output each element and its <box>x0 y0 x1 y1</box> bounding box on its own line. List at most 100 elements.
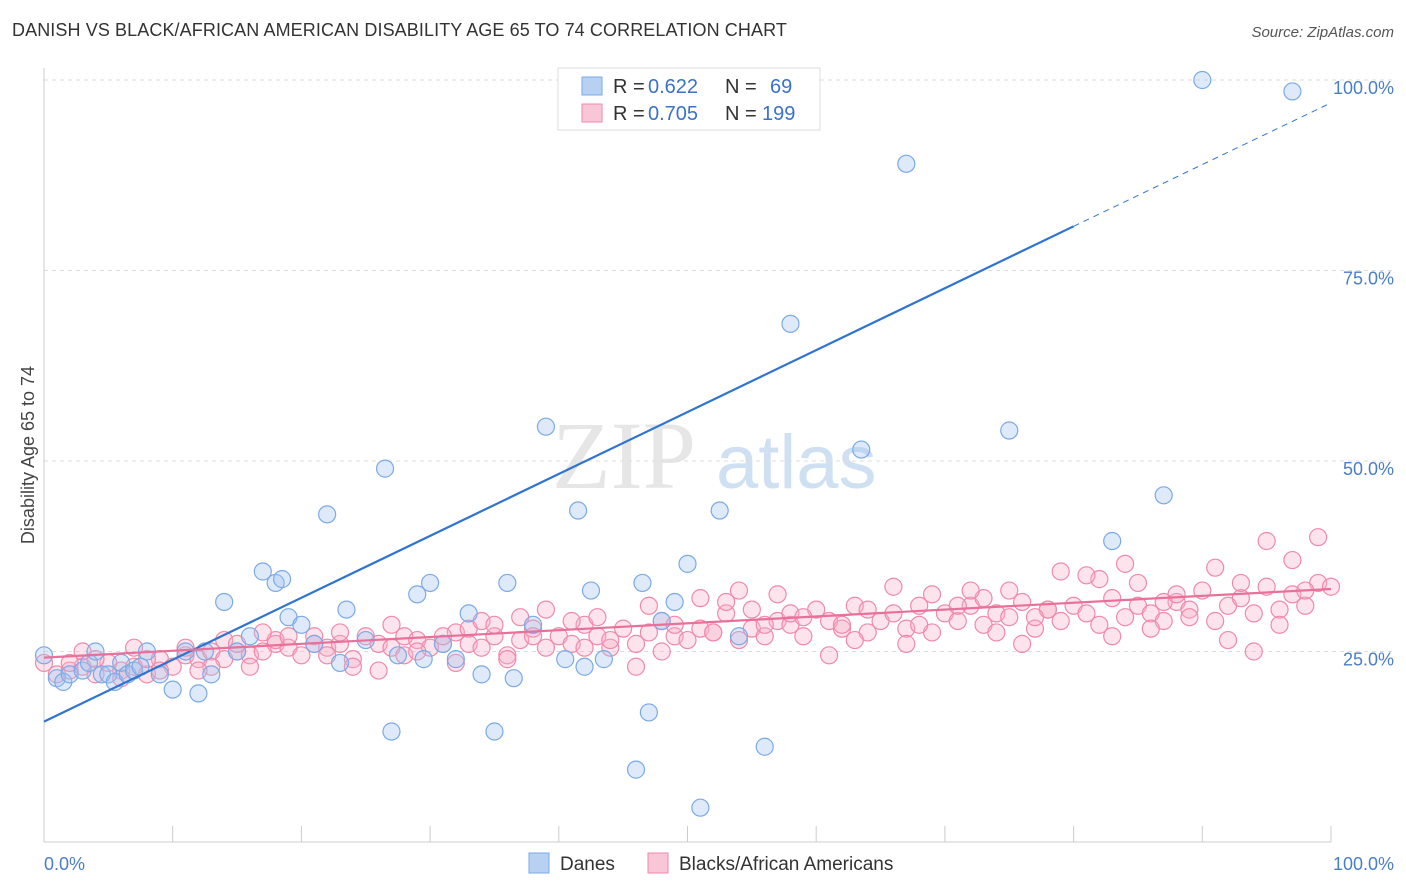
source-credit: Source: ZipAtlas.com <box>1251 24 1394 41</box>
blacks-point <box>652 642 671 661</box>
legend-n-value-blacks: 199 <box>762 103 795 125</box>
blacks-point <box>1270 600 1289 619</box>
legend-n-label-danes: N = <box>725 76 757 98</box>
danes-point <box>556 650 575 669</box>
legend-r-label-blacks: R = <box>613 103 645 125</box>
danes-point <box>73 661 92 680</box>
danes-point <box>421 573 440 593</box>
blacks-point <box>1115 554 1135 573</box>
blacks-point <box>910 615 929 634</box>
blacks-point <box>1309 528 1328 547</box>
x-tick-label-min: 0.0% <box>44 854 85 874</box>
danes-point <box>215 592 234 612</box>
blacks-point <box>729 630 749 650</box>
danes-point <box>99 665 118 684</box>
blacks-point <box>987 623 1006 642</box>
blacks-point <box>1141 619 1160 638</box>
danes-point <box>34 646 54 665</box>
danes-point <box>240 627 260 646</box>
blacks-point <box>34 653 54 673</box>
danes-point <box>227 642 247 661</box>
y-tick-label: 75.0% <box>1343 269 1394 289</box>
blacks-point <box>639 596 658 615</box>
danes-point <box>1000 421 1019 440</box>
blacks-point <box>1257 531 1276 551</box>
danes-point <box>485 722 504 741</box>
blacks-point <box>1103 627 1122 646</box>
blacks-point <box>382 615 401 634</box>
danes-point <box>253 562 272 581</box>
blacks-point <box>845 630 864 650</box>
danes-point <box>446 650 465 669</box>
danes-point <box>852 440 871 459</box>
blacks-point <box>1051 562 1070 581</box>
blacks-point <box>1154 592 1173 612</box>
danes-point <box>414 650 433 669</box>
x-axis-ticks <box>43 826 1332 842</box>
danes-point <box>755 737 774 756</box>
danes-point <box>1103 531 1122 551</box>
blacks-point <box>575 638 594 657</box>
danes-point <box>781 314 800 333</box>
danes-point <box>536 417 556 436</box>
blacks-point <box>1244 604 1263 623</box>
danes-point <box>710 501 729 520</box>
legend-n-value-danes: 69 <box>770 76 792 98</box>
blacks-point <box>1257 577 1276 596</box>
legend-swatch-blacks <box>581 103 603 123</box>
blacks-point <box>1000 581 1019 600</box>
danes-point <box>652 611 671 631</box>
blacks-point <box>1244 642 1263 661</box>
bottom-legend-swatch-danes <box>528 852 550 874</box>
y-tick-label: 25.0% <box>1343 650 1394 670</box>
blacks-point <box>755 615 774 634</box>
blacks-point <box>1296 596 1315 615</box>
danes-point <box>375 459 395 478</box>
blacks-point <box>1025 608 1045 627</box>
blacks-point <box>897 634 916 653</box>
danes-point <box>408 585 427 604</box>
danes-point <box>459 604 478 623</box>
blacks-point <box>1231 589 1251 608</box>
blacks-point <box>794 627 813 646</box>
blacks-point <box>369 661 388 680</box>
danes-point <box>897 154 916 173</box>
danes-point <box>678 554 697 573</box>
y-axis-label: Disability Age 65 to 74 <box>18 366 38 544</box>
bottom-legend-label-blacks: Blacks/African Americans <box>679 854 893 875</box>
danes-point <box>330 653 350 673</box>
danes-point <box>1154 486 1173 505</box>
x-tick-label-max: 100.0% <box>1333 854 1394 874</box>
blacks-point <box>498 650 517 669</box>
blacks-point <box>832 619 852 638</box>
blacks-point <box>961 581 980 600</box>
danes-point <box>581 581 601 600</box>
blacks-point <box>485 615 504 634</box>
blacks-point <box>601 630 620 650</box>
watermark-atlas: atlas <box>716 420 877 505</box>
danes-point <box>523 615 543 634</box>
danes-point <box>691 798 710 817</box>
bottom-legend-label-danes: Danes <box>560 854 615 875</box>
blacks-point <box>536 638 556 657</box>
blacks-point <box>626 634 646 653</box>
gridlines <box>44 79 1394 652</box>
blacks-point <box>498 646 517 665</box>
danes-point <box>337 600 356 619</box>
danes-point <box>86 642 105 661</box>
blacks-point <box>832 615 852 634</box>
blacks-point <box>717 592 736 612</box>
blacks-point <box>562 611 581 631</box>
danes-point <box>318 505 337 524</box>
danes-point <box>54 672 73 692</box>
blacks-point <box>1321 577 1341 596</box>
danes-point <box>202 665 221 684</box>
chart-title: DANISH VS BLACK/AFRICAN AMERICAN DISABIL… <box>12 20 787 40</box>
legend-r-value-blacks: 0.705 <box>648 103 698 125</box>
blacks-point <box>948 611 967 631</box>
danes-point <box>195 642 214 661</box>
y-tick-label: 100.0% <box>1333 78 1394 98</box>
blacks-point <box>408 642 427 661</box>
blacks-point <box>729 581 749 600</box>
danes-point <box>569 501 588 520</box>
